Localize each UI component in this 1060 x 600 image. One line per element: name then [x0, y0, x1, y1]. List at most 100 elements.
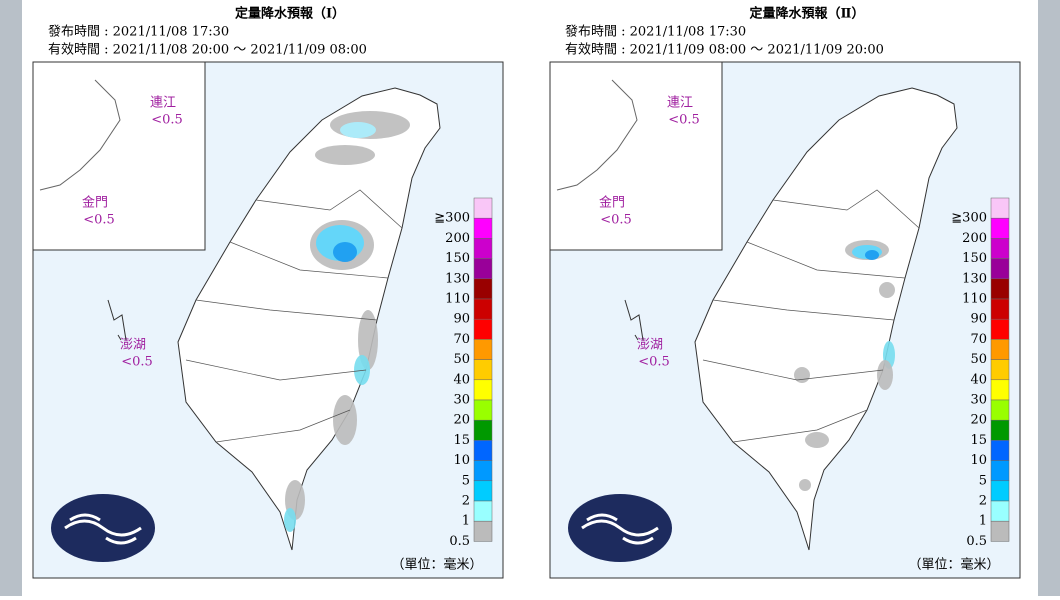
legend-label: 20 [970, 413, 987, 428]
island-name: 澎湖 [637, 338, 663, 353]
legend-label: 110 [445, 292, 470, 307]
legend-swatch [990, 440, 1010, 461]
legend-label: 30 [970, 393, 987, 408]
legend-swatch [473, 379, 493, 401]
legend-label: 40 [453, 372, 470, 387]
legend-swatch [990, 480, 1010, 502]
legend-swatch [473, 480, 493, 502]
coast [556, 79, 638, 191]
rain-area [865, 250, 879, 260]
legend-swatch [990, 298, 1010, 320]
panel-title: 定量降水預報（Ⅱ） [749, 6, 865, 22]
legend-swatch [990, 238, 1010, 259]
legend-label: ≧300 [434, 211, 470, 226]
penghu [624, 299, 644, 341]
legend-swatch [473, 318, 493, 340]
logo-cloud [64, 513, 142, 545]
coast [39, 79, 121, 191]
legend-label: 20 [453, 413, 470, 428]
legend-swatch [473, 278, 493, 300]
island-value: <0.5 [121, 355, 153, 370]
rain-area [354, 355, 370, 385]
island-name: 金門 [599, 195, 625, 211]
legend-label: 0.5 [966, 534, 987, 549]
legend-label: ≧300 [951, 211, 987, 226]
legend-swatch [990, 379, 1010, 401]
legend-swatch [990, 520, 1010, 542]
island-value: <0.5 [600, 213, 632, 228]
island-name: 連江 [667, 96, 693, 111]
county-lines [702, 189, 920, 443]
forecast-panel: 定量降水預報（Ⅰ） 發布時間 : 2021/11/08 17:30 有效時間 : 2… [32, 6, 504, 579]
legend-label: 50 [453, 352, 470, 367]
forecast-panel: 定量降水預報（Ⅱ）發布時間 : 2021/11/08 17:30 有效時間 : 2… [549, 6, 1021, 579]
rain-area [333, 242, 357, 262]
legend-label: 90 [970, 312, 987, 327]
legend-swatch [990, 318, 1010, 340]
legend-swatch [473, 520, 493, 542]
valid-time: 有效時間 : 2021/11/09 08:00 ～ 2021/11/09 20:… [565, 43, 884, 58]
legend-label: 70 [970, 332, 987, 347]
inset [32, 61, 206, 251]
legend-label: 50 [970, 352, 987, 367]
legend-swatch [473, 298, 493, 320]
issue-time: 發布時間 : 2021/11/08 17:30 [565, 25, 746, 40]
legend-label: 30 [453, 393, 470, 408]
legend-swatch [473, 399, 493, 421]
island-value: <0.5 [151, 113, 183, 128]
legend-swatch [990, 217, 1010, 239]
panel-title: 定量降水預報（Ⅰ） [234, 6, 345, 22]
legend-swatch [990, 278, 1010, 300]
legend-swatch [473, 460, 493, 482]
legend-swatch [990, 500, 1010, 522]
legend-label: 5 [462, 473, 470, 488]
island-value: <0.5 [668, 113, 700, 128]
legend-swatch [473, 339, 493, 360]
unit-label: （單位：毫米） [391, 557, 482, 573]
legend-label: 70 [453, 332, 470, 347]
legend-label: 1 [979, 514, 987, 529]
legend-label: 150 [445, 251, 470, 266]
legend-swatch [473, 238, 493, 259]
legend-label: 10 [970, 453, 987, 468]
rain-area [794, 367, 810, 383]
island-value: <0.5 [83, 213, 115, 228]
legend-label: 40 [970, 372, 987, 387]
legend-label: 200 [962, 231, 987, 246]
legend-label: 130 [445, 271, 470, 286]
legend-label: 15 [970, 433, 987, 448]
island-value: <0.5 [638, 355, 670, 370]
legend-label: 200 [445, 231, 470, 246]
legend-label: 110 [962, 292, 987, 307]
legend-swatch [990, 460, 1010, 482]
logo-cloud [581, 513, 659, 545]
valid-time: 有效時間 : 2021/11/08 20:00 ～ 2021/11/09 08:… [48, 43, 367, 58]
legend-swatch [473, 197, 493, 219]
legend-label: 90 [453, 312, 470, 327]
legend-swatch [990, 359, 1010, 381]
side-edge [1038, 0, 1060, 596]
penghu [107, 299, 127, 341]
legend-swatch [990, 258, 1010, 280]
legend-swatch [473, 500, 493, 522]
island-name: 金門 [82, 195, 108, 211]
legend-swatch [473, 419, 493, 441]
legend-label: 15 [453, 433, 470, 448]
rain-area [358, 310, 378, 370]
rain-area [879, 282, 895, 298]
rain-area [799, 479, 811, 491]
legend-swatch [990, 419, 1010, 441]
legend-label: 2 [462, 494, 470, 509]
legend-swatch [990, 339, 1010, 360]
legend-swatch [473, 258, 493, 280]
legend-swatch [990, 399, 1010, 421]
rain-area [805, 432, 829, 448]
legend-label: 5 [979, 473, 987, 488]
legend-swatch [473, 217, 493, 239]
rain-area [877, 360, 893, 390]
legend-label: 150 [962, 251, 987, 266]
rain-area [284, 508, 296, 532]
legend-label: 1 [462, 514, 470, 529]
inset [549, 61, 723, 251]
island-name: 澎湖 [120, 338, 146, 353]
